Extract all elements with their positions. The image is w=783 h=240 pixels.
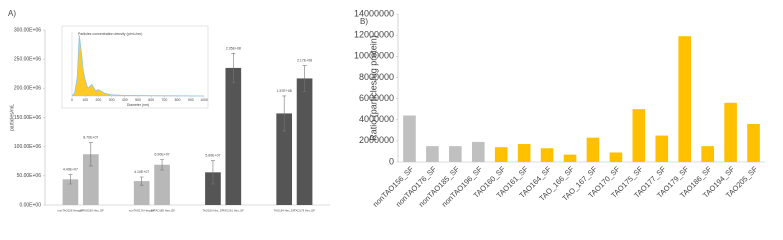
x-tick-label: nonTAO196 Hex_SF (78, 209, 104, 213)
x-tick-label: 200 (95, 98, 101, 102)
y-tick-label: 12000000 (354, 30, 394, 40)
x-tick-label: 300 (109, 98, 115, 102)
bar (655, 135, 669, 162)
y-tick-label: 10000000 (354, 51, 394, 61)
y-tick-label: 300.00E+06 (14, 27, 41, 33)
bar (747, 123, 760, 162)
x-tick-label: 500 (135, 98, 141, 102)
x-tick-label: TAO160 Hex_SF (202, 209, 223, 213)
x-tick-label: 800 (175, 98, 181, 102)
y-tick-label: 2000000 (359, 135, 394, 145)
x-tick-label: 400 (122, 98, 128, 102)
error-bar (68, 174, 73, 185)
bar (678, 36, 692, 163)
panel-label: A) (8, 9, 16, 18)
y-tick-label: 0.00E+00 (19, 202, 41, 208)
line (71, 35, 205, 97)
bar (540, 148, 554, 162)
bar (563, 154, 577, 162)
x-axis-label: Diameter (nm) (127, 103, 149, 107)
panel-label: B) (360, 17, 368, 26)
x-tick-label: 100 (82, 98, 88, 102)
error-bar (231, 53, 236, 83)
bar (494, 147, 508, 162)
value-label: 2.35E+08 (226, 46, 241, 50)
figure: A) 0.00E+00 50.00E+06 100.00E+06 150.00E+06 2… (8, 8, 765, 213)
bar (62, 179, 79, 205)
x-tick-label: TAO164 Hex_EF (274, 209, 295, 213)
value-label: 2.17E+08 (297, 59, 312, 63)
y-tick-label: 8000000 (359, 72, 394, 82)
bar (449, 146, 462, 162)
x-tick-label: 1000 (200, 98, 208, 102)
bar (609, 152, 623, 162)
error-bar (139, 176, 144, 186)
y-axis-label: Ratio (particles/ug protein) (368, 35, 378, 141)
bar (296, 78, 313, 205)
y-tick-label: 100.00E+06 (14, 144, 41, 150)
bar (632, 109, 646, 162)
bar (133, 181, 150, 205)
y-tick-label: 14000000 (354, 8, 394, 18)
y-axis-label: particles/mL (9, 104, 15, 131)
x-tick-label: 600 (148, 98, 154, 102)
value-label: 4.10E+07 (134, 170, 149, 174)
error-bar (210, 160, 215, 185)
value-label: 1.57E+08 (277, 89, 292, 93)
y-tick-label: 250.00E+06 (14, 56, 41, 62)
y-tick-label: 150.00E+06 (14, 115, 41, 121)
bar (517, 144, 531, 162)
x-tick-label: nonTAO176 Hex_EF (129, 209, 155, 213)
x-tick-label: TAO161 Hex_SF (223, 209, 244, 213)
error-bar (282, 95, 287, 132)
x-tick-label: TAO179 Hex_EF (294, 209, 315, 213)
bar (82, 154, 99, 205)
value-label: 6.90E+07 (155, 152, 170, 156)
bar (403, 115, 416, 162)
bar (276, 113, 293, 205)
y-tick-label: 200.00E+06 (14, 86, 41, 92)
error-bar (160, 159, 165, 171)
bar (701, 146, 714, 162)
bar (154, 164, 170, 205)
error-bar (302, 65, 307, 92)
bar (225, 67, 242, 206)
y-tick-label: 0 (389, 156, 394, 166)
error-bar (88, 142, 93, 167)
value-label: 4.40E+07 (63, 168, 78, 172)
value-label: 5.60E+07 (205, 154, 220, 158)
x-tick-label: nonTAO156 Hex_SF (58, 209, 84, 213)
y-tick-label: 6000000 (359, 93, 394, 103)
x-tick-label: 0 (71, 98, 73, 102)
y-tick-label: 50.00E+06 (17, 173, 42, 179)
x-tick-label: 900 (188, 98, 194, 102)
y-tick-label: 4000000 (359, 114, 394, 124)
bar (471, 141, 485, 162)
value-label: 8.70E+07 (83, 136, 98, 140)
area (72, 35, 204, 96)
bar (586, 137, 600, 162)
x-tick-label: nonTAO185 Hex_EF (149, 209, 175, 213)
bar (426, 146, 439, 162)
bar (724, 102, 737, 162)
y-axis-label: Particles concentration density (p/mL/nm… (78, 32, 142, 36)
x-tick-label: 700 (161, 98, 167, 102)
bar (205, 172, 221, 205)
